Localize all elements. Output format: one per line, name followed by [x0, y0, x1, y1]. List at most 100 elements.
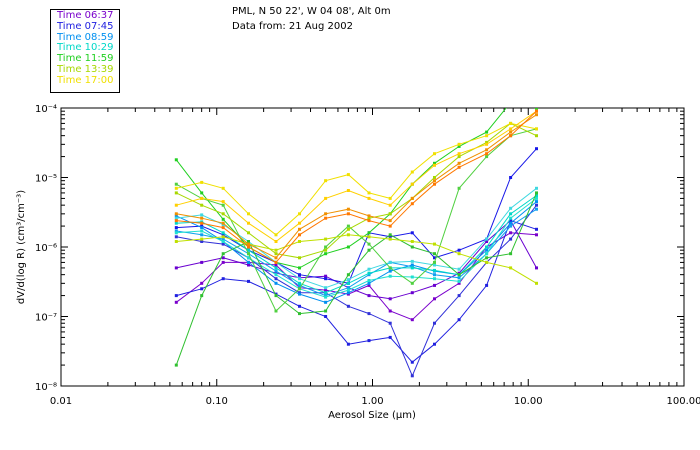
data-point	[324, 277, 328, 281]
series-line	[175, 192, 537, 366]
data-point	[485, 240, 489, 243]
data-point	[367, 216, 371, 220]
data-point	[298, 292, 301, 296]
data-point	[433, 179, 436, 183]
data-point	[298, 240, 301, 243]
data-point	[298, 283, 301, 287]
data-point	[388, 237, 392, 241]
data-point	[433, 273, 436, 277]
data-point	[388, 309, 392, 313]
x-tick-label: 10.00	[514, 396, 543, 407]
chart-header: PML, N 50 22', W 04 08', Alt 0m Data fro…	[232, 4, 391, 34]
data-point	[410, 240, 414, 243]
data-point	[433, 260, 436, 264]
data-point	[324, 300, 328, 304]
data-point	[247, 263, 250, 267]
data-point	[410, 281, 414, 285]
series-line	[176, 201, 537, 303]
data-point	[200, 233, 204, 237]
data-point	[485, 256, 489, 260]
data-point	[274, 277, 278, 281]
data-point	[247, 242, 250, 246]
data-point	[457, 165, 461, 169]
data-point	[535, 134, 538, 138]
data-point	[324, 252, 328, 256]
data-point	[388, 269, 392, 273]
data-point	[509, 206, 513, 210]
data-point	[410, 275, 414, 279]
data-point	[200, 203, 204, 207]
data-point	[367, 281, 371, 285]
data-series	[174, 113, 538, 260]
data-point	[388, 224, 392, 228]
data-point	[485, 152, 489, 156]
data-point	[433, 263, 436, 267]
axis-ticks	[60, 108, 684, 387]
data-point	[367, 242, 371, 246]
data-point	[324, 237, 328, 241]
data-point	[174, 158, 178, 162]
data-point	[298, 304, 301, 308]
series-line	[176, 110, 537, 243]
data-point	[346, 227, 350, 231]
data-point	[509, 219, 513, 223]
data-point	[457, 248, 461, 252]
x-tick-label: 100.00	[667, 396, 700, 407]
data-point	[298, 281, 301, 285]
data-point	[274, 256, 278, 260]
data-point	[485, 260, 489, 264]
data-point	[433, 277, 436, 281]
data-point	[535, 207, 538, 211]
data-point	[485, 283, 489, 287]
data-point	[388, 235, 392, 239]
x-tick-labels: 0.01 0.10 1.00 10.00 100.00	[50, 396, 700, 407]
data-point	[174, 235, 178, 239]
data-point	[535, 109, 538, 113]
data-point	[433, 152, 436, 156]
data-point	[298, 277, 301, 281]
data-series	[174, 109, 538, 264]
y-tick-label: 10⁻⁴	[35, 104, 57, 115]
series-line	[176, 219, 537, 363]
data-point	[388, 203, 392, 207]
data-point	[410, 170, 414, 174]
data-point	[410, 182, 414, 186]
data-point	[346, 291, 350, 295]
data-point	[535, 227, 538, 231]
data-point	[388, 297, 392, 301]
data-point	[346, 245, 350, 249]
data-point	[485, 134, 489, 138]
data-point	[410, 360, 414, 364]
data-point	[221, 233, 225, 237]
data-point	[535, 127, 538, 131]
data-point	[535, 186, 538, 190]
data-point	[367, 339, 371, 343]
legend-entry: Time 07:45	[57, 20, 114, 32]
data-point	[174, 203, 178, 207]
data-point	[274, 252, 278, 256]
plot-area-frame	[60, 107, 685, 387]
data-point	[410, 196, 414, 200]
data-point	[346, 173, 350, 177]
data-point	[367, 214, 371, 218]
data-point	[433, 182, 436, 186]
data-point	[346, 233, 350, 237]
data-point	[410, 291, 414, 295]
data-point	[174, 214, 178, 218]
data-point	[388, 274, 392, 278]
series-line	[176, 198, 537, 298]
x-tick-label: 0.01	[50, 396, 72, 407]
data-point	[324, 288, 328, 292]
data-point	[174, 221, 178, 225]
data-point	[509, 252, 513, 256]
data-point	[200, 226, 204, 230]
data-point	[324, 315, 328, 318]
data-point	[433, 163, 436, 167]
series-line	[176, 122, 537, 236]
data-point	[367, 294, 371, 298]
data-point	[433, 242, 436, 246]
data-series	[174, 191, 538, 367]
data-point	[200, 196, 204, 200]
data-point	[509, 101, 512, 104]
